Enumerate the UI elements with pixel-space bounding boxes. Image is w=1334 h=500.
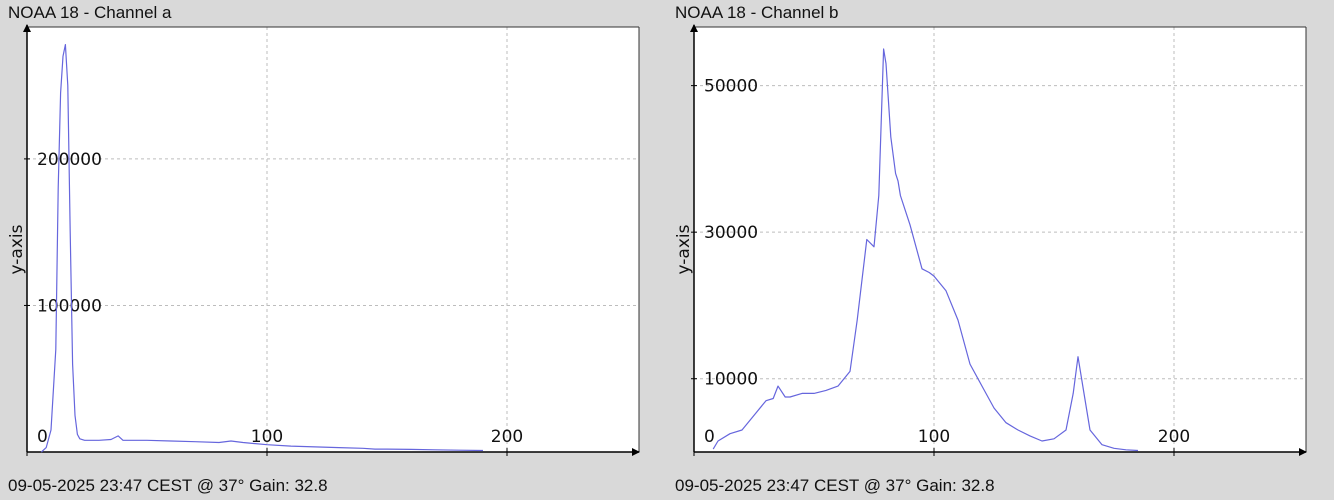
chart-title: NOAA 18 - Channel a: [8, 3, 172, 22]
y-tick-label: 10000: [704, 370, 758, 390]
chart-footer: 09-05-2025 23:47 CEST @ 37° Gain: 32.8: [8, 476, 328, 495]
chart-footer: 09-05-2025 23:47 CEST @ 37° Gain: 32.8: [675, 476, 995, 495]
x-tick-label: 200: [491, 427, 523, 447]
chart-panel-channel-a: NOAA 18 - Channel a 0 100 200 100000 200000 y…: [0, 0, 640, 500]
series-line: [712, 48, 1139, 452]
plot-area: 0 100 200 10000 30000 50000 y-axis: [674, 24, 1307, 456]
y-axis-label: y-axis: [674, 224, 694, 274]
y-tick-label: 100000: [37, 296, 102, 316]
x-tick-label: 200: [1158, 427, 1190, 447]
x-axis-arrow: [1299, 448, 1307, 456]
y-axis-arrow: [23, 24, 31, 32]
plot-background: [694, 27, 1306, 452]
chart-title: NOAA 18 - Channel b: [675, 3, 839, 22]
x-tick-label: 0: [704, 427, 715, 447]
x-tick-label: 100: [251, 427, 283, 447]
series-line: [40, 43, 484, 453]
x-tick-label: 100: [918, 427, 950, 447]
x-tick-label: 0: [37, 427, 48, 447]
y-tick-label: 30000: [704, 223, 758, 243]
plot-background: [27, 27, 639, 452]
y-axis-arrow: [690, 24, 698, 32]
chart-panel-channel-b: NOAA 18 - Channel b 0 100 200 10000 30000 500…: [667, 0, 1307, 500]
y-tick-label: 50000: [704, 77, 758, 97]
x-axis-arrow: [632, 448, 640, 456]
y-axis-label: y-axis: [7, 224, 27, 274]
